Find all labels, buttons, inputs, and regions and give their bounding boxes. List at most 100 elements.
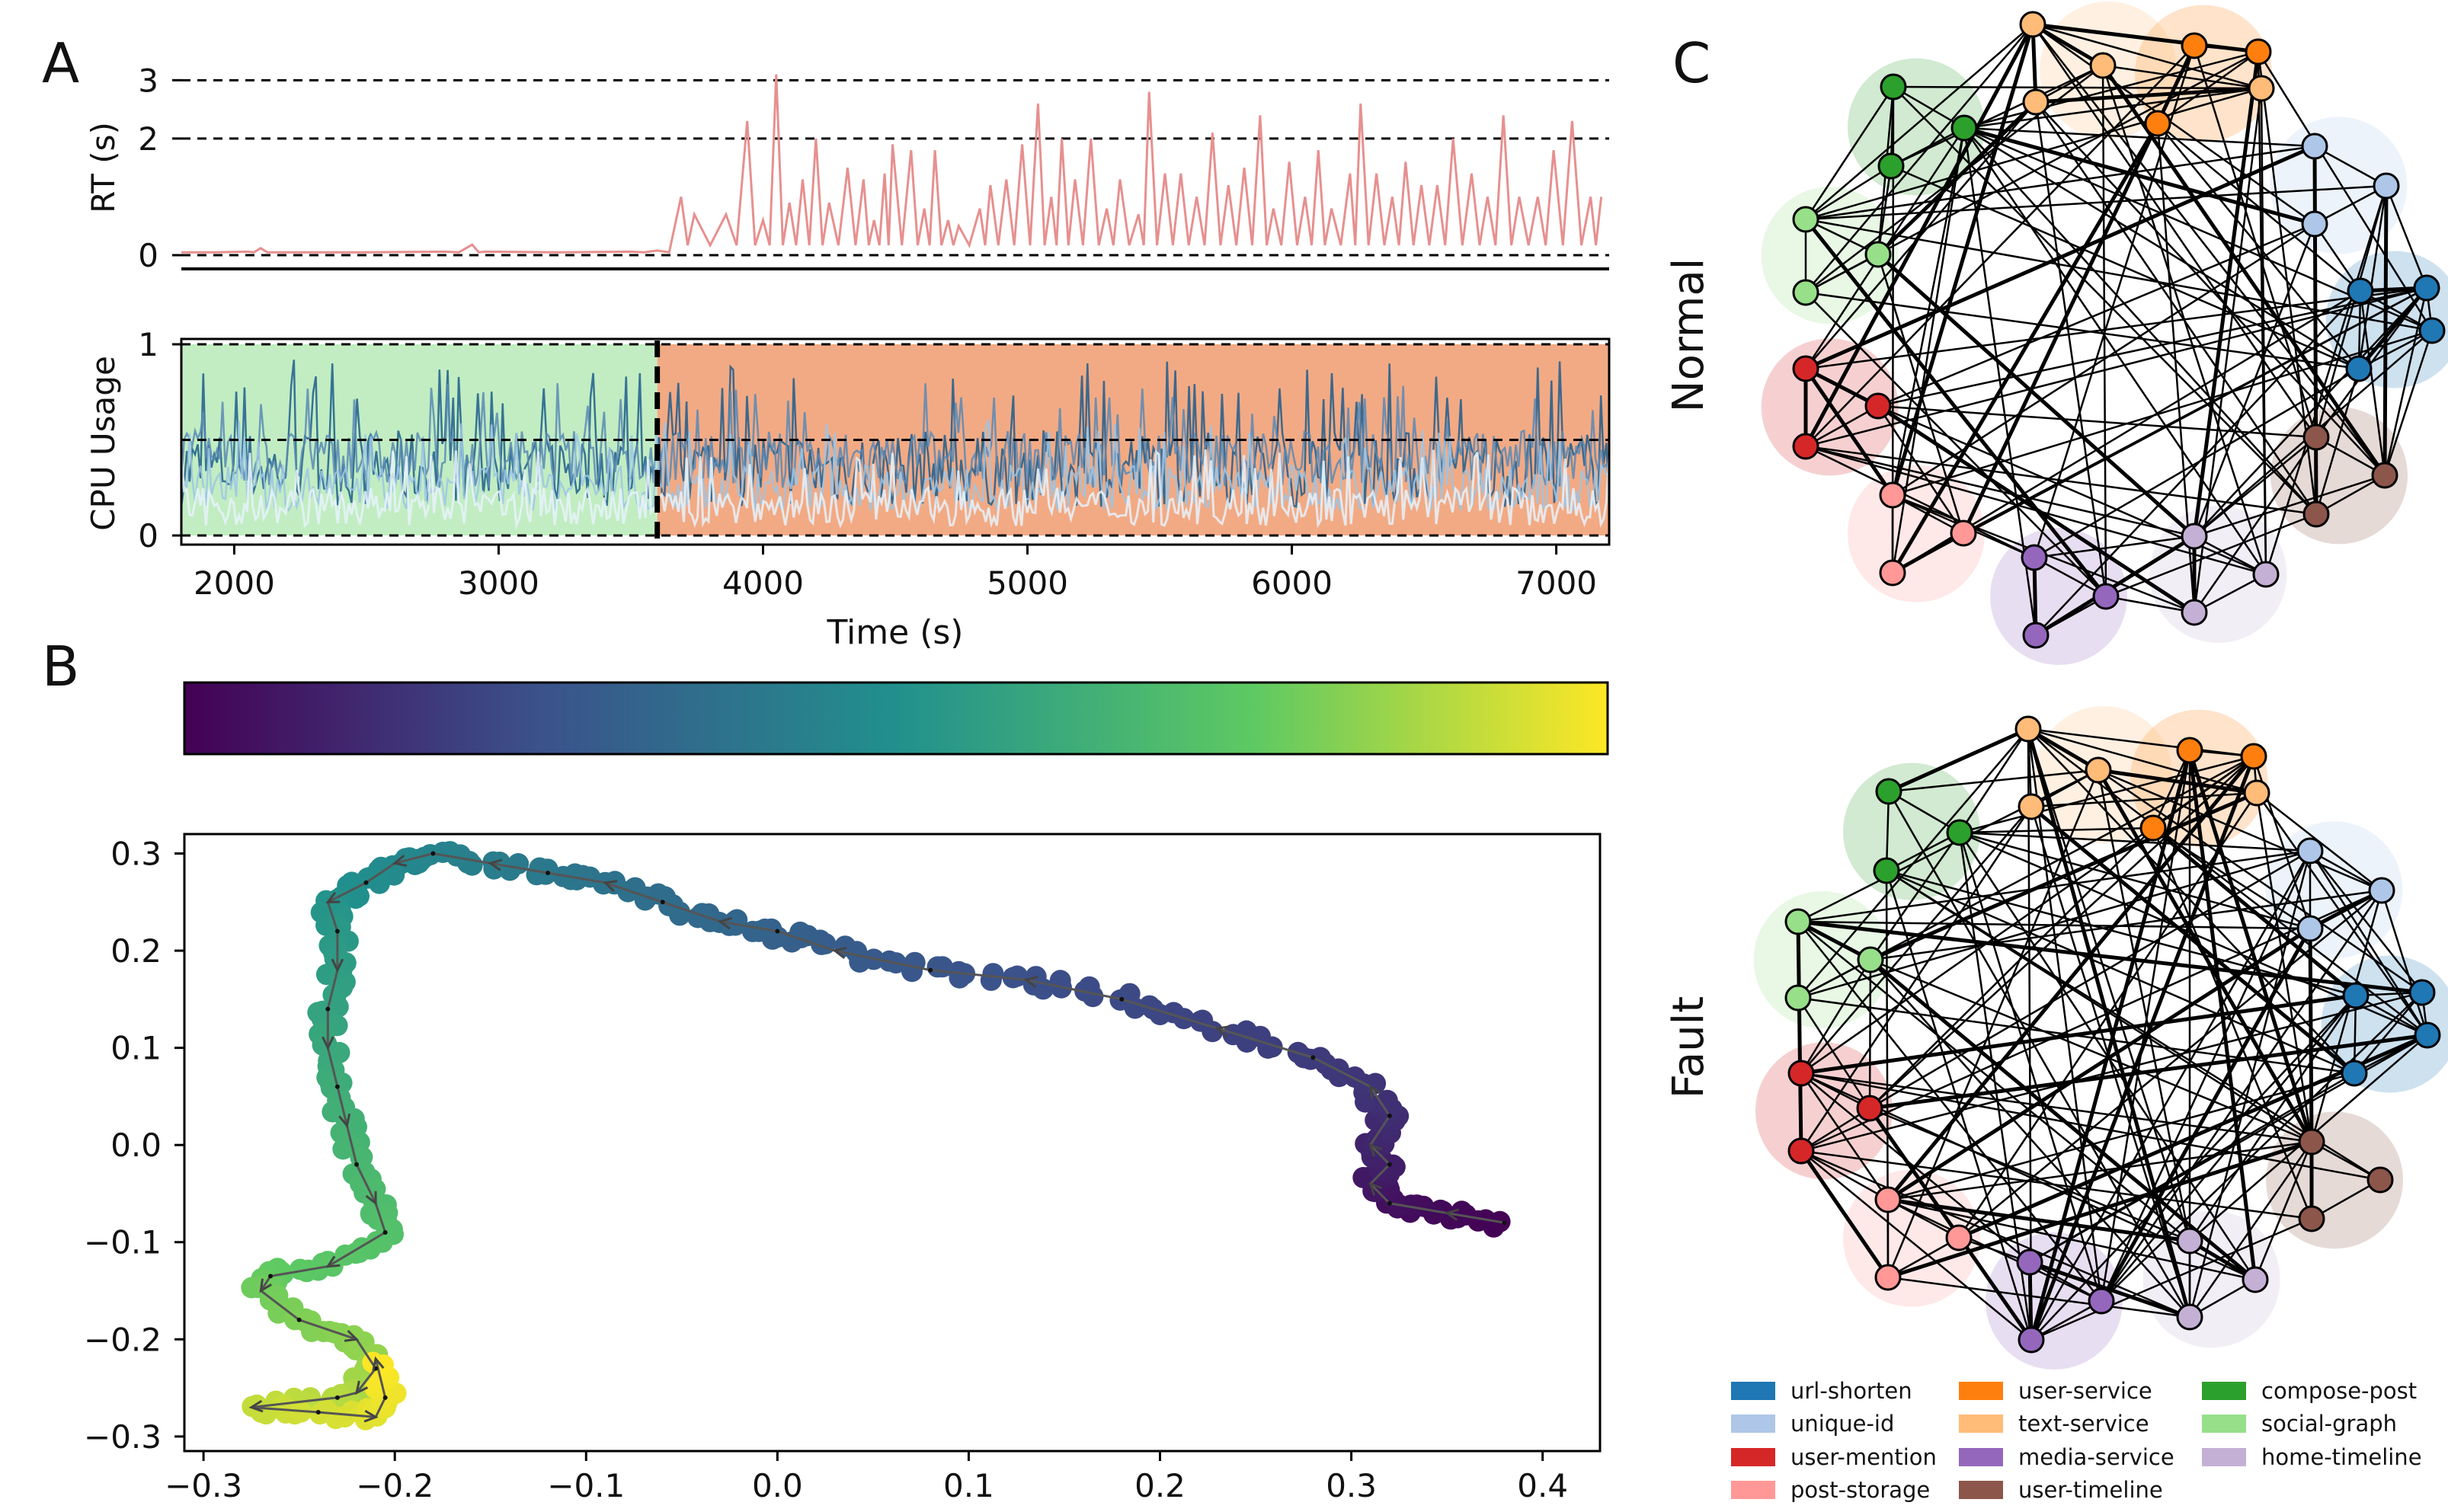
service-node [2176,737,2203,764]
graph-title-normal: Normal [1664,258,1714,413]
graph-edge [1800,1149,1889,1201]
graph-edge [2354,992,2423,1074]
graph-edge [2152,826,2357,997]
traj-ytick-label: −0.3 [84,1418,162,1456]
graph-edge [1877,405,1965,534]
service-node [2368,877,2395,904]
graph-edge [1869,827,2154,1109]
graph-edge [1877,404,2196,615]
graph-edge [1963,126,2315,226]
graph-edge [1887,1236,1960,1279]
service-node [1877,152,1905,180]
graph-edge [2315,368,2360,515]
legend-label: post-storage [1790,1477,1930,1503]
trajectory-arrowhead [1023,975,1038,989]
service-node [1874,1264,1902,1291]
graph-edge [2355,994,2428,1037]
trajectory-node [546,871,551,876]
graph-edge [1800,1072,2312,1143]
rt-ytick-label: 2 [138,120,158,158]
graph-edge [1800,1149,2312,1220]
trajectory-arrowhead [248,1399,264,1413]
graph-edge [1963,50,2259,129]
graph-edge [2309,850,2423,993]
graph-edge [1959,831,2311,852]
service-node [2021,544,2048,571]
graph-edge [2097,769,2191,1242]
service-node [1950,114,1978,142]
graph-edge [2030,850,2312,1341]
service-node [1873,857,1900,884]
graph-title-fault: Fault [1664,996,1714,1098]
trajectory-arrowhead [363,1409,379,1423]
service-node [1879,481,1906,509]
graph-edge [1805,291,2360,370]
service-node [2014,715,2042,743]
graph-edge [1805,218,1879,256]
graph-edge [1805,45,2195,447]
graph-edge [2030,805,2356,1075]
graph-edge [1869,756,2254,1109]
traj-xtick-label: 0.3 [1326,1467,1377,1504]
cpu-xtick-label: 2000 [194,564,275,602]
trajectory-point [560,868,582,890]
cpu-plot: CPU Usage 0 1 2000 3000 4000 5000 6000 7000 Ti… [85,326,1611,652]
panel-label-c: C [1672,31,1710,95]
graph-edge [1867,1107,2034,1341]
graph-edge [1797,920,2311,930]
legend-swatch [1959,1448,2003,1466]
service-node [2302,424,2330,451]
graph-edge [2099,927,2312,1303]
graph-edge [2098,769,2423,994]
legend-label: compose-post [2261,1378,2417,1404]
graph-edge [2309,849,2382,892]
legend-swatch [1959,1415,2003,1433]
graph-legend: url-shorten unique-id user-mention post-sto… [1731,1378,2422,1503]
graph-edge [2310,890,2383,1143]
graph-edge [1797,958,1871,999]
graph-edge [1805,218,2433,332]
graph-edge [1890,64,2104,168]
service-node [2022,622,2050,649]
traj-ytick-label: 0.3 [110,836,162,873]
legend-label: user-mention [1790,1444,1937,1470]
trajectory-arrowhead [354,1380,369,1395]
trajectory-node [296,1317,302,1322]
graph-edge [1963,127,2317,515]
traj-ytick-label: 0.1 [110,1030,162,1067]
trajectory-node [354,1162,359,1167]
graph-edge [1958,832,2103,1302]
trajectory-node [928,967,933,973]
graph-edge [2098,769,2382,892]
graph-edge [1800,991,2423,1152]
rt-plot: RT (s) 0 2 3 [85,62,1609,274]
graph-edge [2032,23,2315,225]
service-node [1945,1224,1973,1251]
graph-edge [1887,1072,2355,1201]
trajectory-point [1222,1024,1244,1046]
legend-swatch [1731,1481,1775,1499]
trajectory-arrowhead [832,946,847,959]
service-node [2414,1021,2441,1049]
trajectory-arrowhead [259,1278,272,1293]
service-node [2245,38,2272,66]
graph-edge [1805,184,2387,221]
cpu-xtick-label: 4000 [722,564,804,602]
graph-edge [2157,50,2259,125]
traj-xtick-label: −0.1 [547,1467,625,1504]
service-node [2248,75,2275,102]
service-node [1946,819,1973,846]
service-node [2413,274,2440,302]
graph-edge [1877,253,2196,538]
rt-ylabel: RT (s) [85,122,122,213]
trajectory-arrowhead [372,1356,385,1371]
trajectory-frame [183,833,1602,1453]
service-graphs: Normal Fault url-shorten unique-id user-me… [1664,2,2448,1503]
graph-edge [2027,728,2191,1242]
trajectory-node [334,1395,340,1400]
graph-edge [1963,126,2360,370]
trajectory-node [1387,1162,1392,1167]
service-node [2085,756,2112,784]
trajectory-arrowhead [717,916,732,930]
service-node [1792,355,1819,382]
